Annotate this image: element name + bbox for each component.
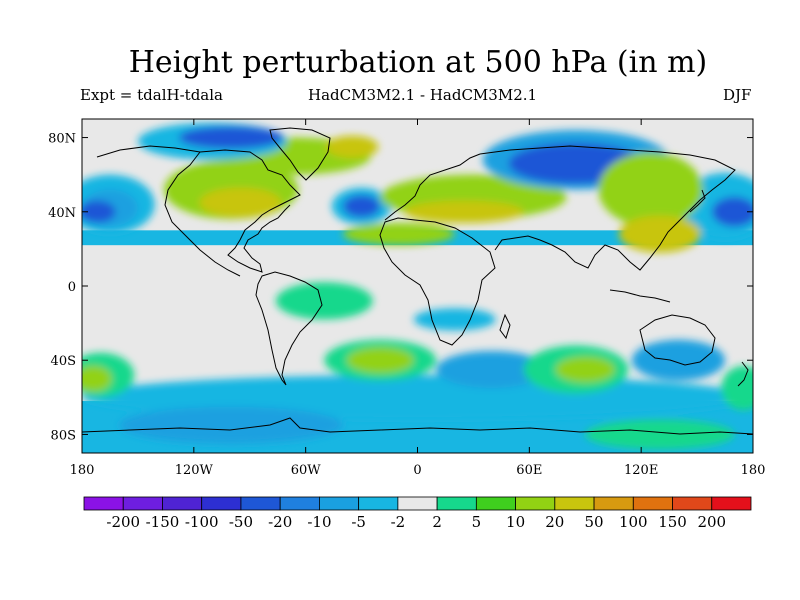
colorbar-swatch xyxy=(593,496,634,511)
coastline-new-zealand xyxy=(737,361,749,387)
coastline-asia xyxy=(479,145,736,271)
latitude-axis: 80N 40N 0 40S 80S xyxy=(48,132,753,443)
colorbar-swatch xyxy=(632,496,673,511)
lon-tick-label: 180 xyxy=(741,463,766,478)
lat-tick-label: 80N xyxy=(48,132,76,147)
field-region-4 xyxy=(712,196,753,227)
coastline-madagascar xyxy=(499,313,511,340)
field-region-30 xyxy=(721,365,753,411)
lat-tick-label: 40S xyxy=(51,354,76,369)
field-region-29 xyxy=(82,365,112,392)
colorbar-label: 10 xyxy=(506,513,525,531)
field-region-24 xyxy=(436,350,548,389)
field-region-8 xyxy=(326,135,379,158)
lon-tick-label: 120E xyxy=(624,463,658,478)
colorbar-label: 2 xyxy=(432,513,442,531)
coastline-antarctica xyxy=(82,417,753,435)
field-region-20 xyxy=(275,282,373,320)
colorbar-label: -2 xyxy=(391,513,406,531)
colorbar-label: 150 xyxy=(658,513,687,531)
colorbar-swatch xyxy=(319,496,360,511)
colorbar-swatch xyxy=(436,496,477,511)
colorbar-swatch xyxy=(554,496,595,511)
colorbar-swatch xyxy=(279,496,320,511)
field-region-23 xyxy=(346,347,414,374)
colorbar-label: 50 xyxy=(585,513,604,531)
field-region-32 xyxy=(585,419,735,450)
season-label: DJF xyxy=(723,86,752,104)
field-region-10 xyxy=(178,126,284,149)
field-region-2 xyxy=(82,200,116,223)
longitude-axis: 180 120W 60W 0 60E 120E 180 xyxy=(70,119,766,478)
colorbar-swatch xyxy=(83,496,124,511)
lat-tick-label: 80S xyxy=(51,428,76,443)
colorbar-swatch xyxy=(162,496,203,511)
colorbar-label: -20 xyxy=(268,513,292,531)
lat-tick-label: 40N xyxy=(48,206,76,221)
colorbar-swatch xyxy=(358,496,399,511)
field-region-18 xyxy=(598,152,703,227)
colorbar-label: -200 xyxy=(106,513,140,531)
coastline-africa xyxy=(379,217,496,346)
field-region-14 xyxy=(404,200,524,223)
field-region-33 xyxy=(413,308,496,331)
colorbar-label: -5 xyxy=(351,513,366,531)
lon-tick-label: 120W xyxy=(175,463,214,478)
coastline-greenland xyxy=(269,127,331,181)
coastline-japan xyxy=(689,189,706,213)
colorbar-label: -100 xyxy=(185,513,219,531)
colorbar-swatch xyxy=(201,496,242,511)
field-contours xyxy=(82,122,753,450)
coastline-europe xyxy=(384,153,481,221)
colorbar-swatch xyxy=(397,496,438,511)
colorbar-label: -50 xyxy=(229,513,253,531)
coastlines xyxy=(82,127,753,435)
experiment-label: Expt = tdalH-tdala xyxy=(80,86,223,104)
colorbar-label: -10 xyxy=(307,513,331,531)
coastline-indonesia xyxy=(609,289,671,303)
colorbar-swatch xyxy=(240,496,281,511)
colorbar-label: -150 xyxy=(146,513,180,531)
colorbar-swatch xyxy=(672,496,713,511)
colorbar-swatch xyxy=(711,496,752,511)
plot-area xyxy=(82,119,753,453)
lon-tick-label: 60W xyxy=(291,463,322,478)
lon-tick-label: 0 xyxy=(413,463,421,478)
colorbar-label: 20 xyxy=(545,513,564,531)
model-label: HadCM3M2.1 - HadCM3M2.1 xyxy=(308,86,538,104)
coastline-west-america xyxy=(164,151,241,277)
coastline-south-america xyxy=(255,271,323,386)
colorbar-label: 200 xyxy=(697,513,726,531)
colorbar-swatch xyxy=(122,496,163,511)
lat-tick-label: 0 xyxy=(68,280,76,295)
colorbar: -200 -150 -100 -50 -20 -10 -5 -2 2 5 10 20 50 100 150 2… xyxy=(83,496,752,531)
field-region-6 xyxy=(199,187,282,218)
colorbar-swatch xyxy=(515,496,556,511)
field-region-26 xyxy=(555,356,616,383)
field-region-19 xyxy=(618,215,701,253)
field-region-27 xyxy=(631,339,726,381)
field-region-15 xyxy=(342,222,455,246)
colorbar-label: 100 xyxy=(619,513,648,531)
lon-tick-label: 180 xyxy=(70,463,95,478)
coastline-australia xyxy=(639,314,716,366)
colorbar-swatch xyxy=(475,496,516,511)
field-region-31 xyxy=(119,406,343,444)
page-title: Height perturbation at 500 hPa (in m) xyxy=(128,45,708,80)
field-region-12 xyxy=(342,195,381,218)
colorbar-label: 5 xyxy=(472,513,482,531)
coastline-north-america xyxy=(96,145,301,273)
lon-tick-label: 60E xyxy=(516,463,542,478)
